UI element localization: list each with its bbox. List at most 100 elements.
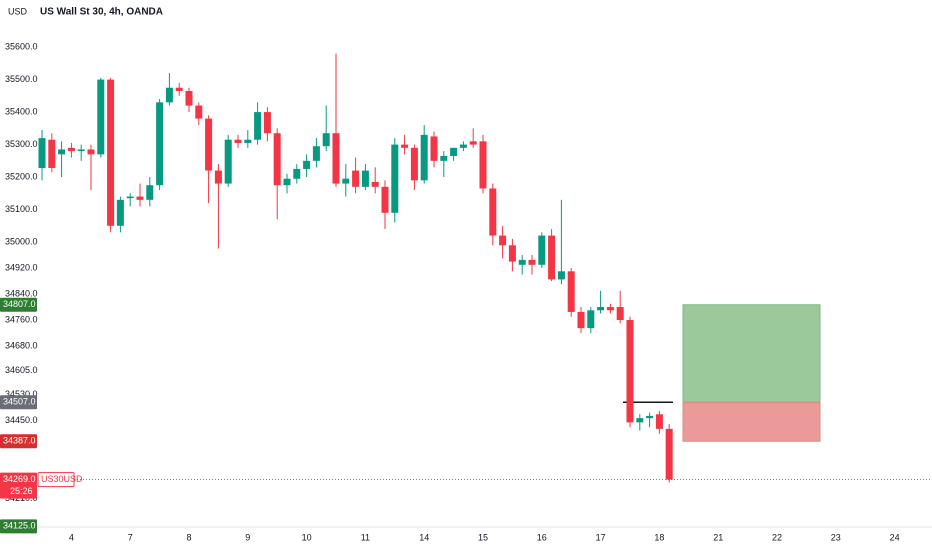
candle-body [48, 139, 56, 168]
candle-body [469, 141, 477, 145]
candle-body [489, 188, 497, 236]
countdown-label: 25:26 [10, 486, 33, 496]
candle-body [499, 235, 507, 246]
candle-body [195, 105, 203, 119]
candle-body [606, 307, 614, 311]
candle-body [107, 79, 115, 226]
target-badge-label: 34807.0 [3, 299, 36, 309]
candle-body [146, 185, 154, 200]
candle-body [361, 170, 369, 187]
candle-body [165, 87, 173, 103]
candle-body [175, 87, 183, 91]
x-tick-label: 16 [537, 532, 547, 542]
candle-body [528, 259, 536, 265]
candle-body [538, 235, 546, 265]
candle-body [391, 144, 399, 213]
x-tick-label: 9 [245, 532, 250, 542]
candle-body [371, 181, 379, 187]
loss-zone [682, 401, 821, 442]
candle-body [508, 245, 516, 262]
candle-body [587, 310, 595, 329]
candle-body [303, 160, 311, 169]
candle-body [322, 133, 330, 147]
candle-body [401, 144, 409, 148]
x-tick-label: 7 [128, 532, 133, 542]
candle-body [626, 320, 634, 423]
candle-body [87, 149, 95, 155]
y-tick-label: 35200.0 [5, 171, 38, 181]
candle-body [567, 271, 575, 312]
candle-body [224, 139, 232, 184]
candle-body [665, 428, 673, 480]
candle-body [116, 199, 124, 226]
candle-body [263, 112, 271, 134]
candle-body [273, 133, 281, 186]
last-price-badge [0, 472, 37, 499]
candle-body [597, 307, 605, 311]
x-tick-label: 22 [772, 532, 782, 542]
y-tick-label: 34530.0 [5, 389, 38, 399]
x-tick-label: 10 [302, 532, 312, 542]
low-badge [0, 519, 37, 534]
candle-body [616, 307, 624, 321]
candle-body [283, 178, 291, 186]
candle-body [410, 147, 418, 181]
candle-body [655, 414, 663, 429]
candle-body [459, 144, 467, 148]
candle-body [58, 149, 66, 155]
entry-badge [0, 395, 37, 410]
candle-body [312, 146, 320, 161]
last-price-label: 34269.0 [3, 474, 36, 484]
candle-body [293, 168, 301, 179]
x-tick-label: 18 [654, 532, 664, 542]
candle-body [97, 79, 105, 155]
candle-body [77, 149, 85, 152]
currency-label: USD [8, 6, 28, 16]
candle-body [185, 90, 193, 106]
chart-title: US Wall St 30, 4h, OANDA [40, 7, 163, 18]
candle-body [244, 139, 252, 143]
low-badge-label: 34125.0 [3, 521, 36, 531]
candle-body [126, 196, 134, 199]
candle-body [577, 311, 585, 329]
x-tick-label: 8 [186, 532, 191, 542]
candle-body [636, 418, 644, 423]
target-badge [0, 297, 37, 312]
y-tick-label: 35600.0 [5, 41, 38, 51]
x-tick-label: 4 [69, 532, 74, 542]
x-tick-label: 14 [419, 532, 429, 542]
candle-body [548, 235, 556, 280]
x-tick-label: 24 [890, 532, 900, 542]
y-tick-label: 34605.0 [5, 365, 38, 375]
candle-body [156, 102, 164, 186]
symbol-label: US30USD [41, 474, 83, 484]
candle-body [479, 141, 487, 189]
candle-body [67, 147, 75, 152]
candle-body [205, 118, 213, 171]
candle-body [214, 170, 222, 184]
candle-body [342, 178, 350, 184]
candle-body [352, 170, 360, 187]
candle-body [420, 134, 428, 181]
y-tick-label: 34450.0 [5, 415, 38, 425]
candle-body [430, 136, 438, 161]
y-tick-label: 34840.0 [5, 288, 38, 298]
x-tick-label: 15 [478, 532, 488, 542]
y-tick-label: 34920.0 [5, 262, 38, 272]
y-tick-label: 35100.0 [5, 204, 38, 214]
symbol-badge [37, 472, 75, 488]
y-tick-label: 35400.0 [5, 106, 38, 116]
candle-body [440, 155, 448, 161]
candle-body [450, 147, 458, 156]
candle-body [136, 196, 144, 200]
x-tick-label: 23 [831, 532, 841, 542]
x-tick-label: 17 [596, 532, 606, 542]
stop-badge [0, 434, 37, 449]
profit-zone [682, 304, 821, 403]
y-tick-label: 34680.0 [5, 340, 38, 350]
candle-body [646, 415, 654, 419]
stop-badge-label: 34387.0 [3, 436, 36, 446]
candle-body [38, 138, 46, 168]
